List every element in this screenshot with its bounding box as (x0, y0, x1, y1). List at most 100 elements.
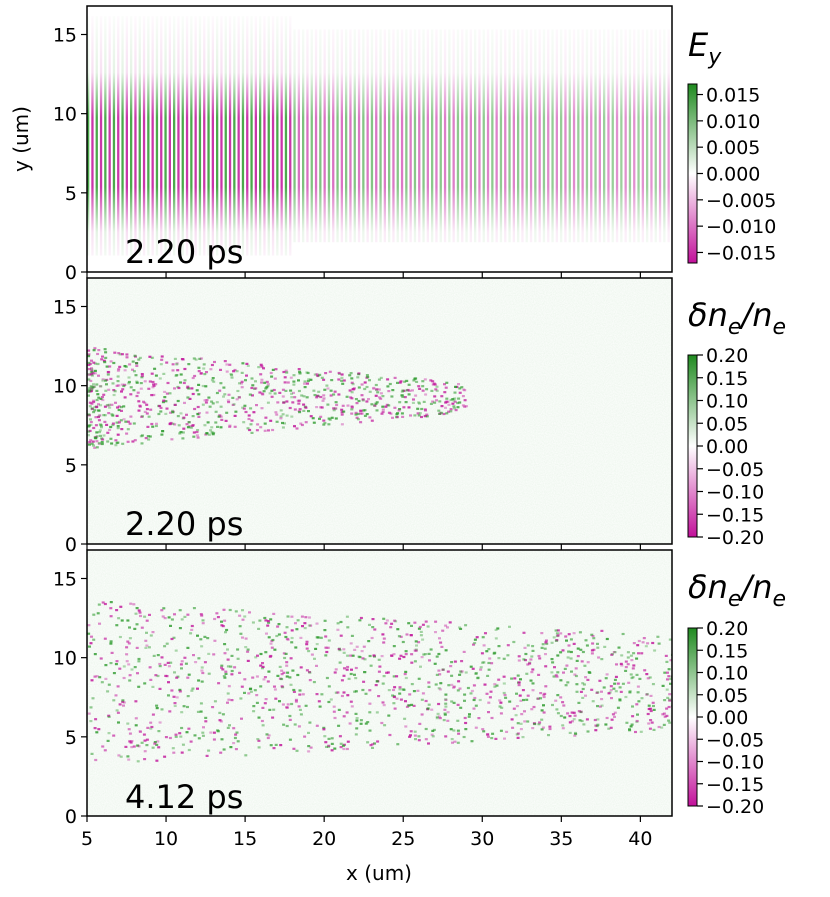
density-speck (407, 622, 411, 625)
density-speck (385, 671, 389, 674)
density-speck (265, 632, 268, 635)
density-speck (157, 730, 161, 733)
density-speck (125, 653, 129, 656)
density-speck (404, 676, 408, 680)
density-speck (609, 689, 613, 692)
density-speck (269, 371, 273, 375)
density-speck (234, 733, 238, 736)
density-speck (226, 701, 229, 704)
density-speck (280, 685, 284, 688)
density-speck (115, 624, 119, 627)
density-speck (439, 411, 443, 414)
density-speck (171, 363, 175, 366)
density-speck (665, 688, 669, 691)
density-speck (163, 617, 167, 620)
density-speck (283, 381, 287, 384)
density-speck (156, 654, 160, 657)
density-speck (491, 732, 495, 735)
density-speck (413, 414, 417, 417)
density-speck (422, 400, 426, 403)
density-speck (340, 376, 344, 379)
density-speck (320, 376, 324, 379)
density-speck (398, 688, 402, 691)
density-speck (109, 662, 113, 665)
density-speck (153, 742, 157, 745)
density-speck (285, 371, 289, 374)
density-speck (614, 690, 618, 693)
density-speck (355, 717, 359, 720)
density-speck (97, 374, 100, 377)
density-speck (166, 661, 170, 664)
density-speck (266, 401, 270, 404)
x-tick-label: 10 (154, 828, 178, 850)
density-speck (323, 422, 327, 425)
density-speck (106, 690, 110, 693)
density-speck (570, 711, 574, 714)
density-speck (181, 437, 185, 440)
density-speck (404, 700, 407, 703)
density-speck (98, 676, 102, 679)
density-speck (548, 727, 552, 731)
density-speck (176, 369, 180, 372)
density-speck (652, 708, 656, 711)
density-speck (392, 645, 396, 648)
density-speck (289, 389, 293, 392)
density-speck (511, 726, 515, 729)
density-speck (449, 408, 453, 411)
density-speck (337, 378, 341, 381)
density-speck (346, 654, 350, 657)
density-speck (350, 705, 354, 708)
density-speck (217, 682, 221, 685)
density-speck (526, 644, 530, 647)
density-speck (112, 361, 116, 365)
density-speck (288, 714, 292, 718)
density-speck (403, 717, 407, 720)
dn-early-heatmap (87, 278, 672, 544)
density-speck (596, 646, 600, 649)
density-speck (101, 378, 105, 381)
density-speck (610, 718, 614, 721)
density-speck (89, 439, 93, 442)
density-speck (177, 386, 181, 390)
density-speck (645, 693, 649, 696)
density-speck (231, 403, 235, 406)
density-speck (155, 704, 159, 707)
density-speck (112, 734, 116, 737)
density-speck (376, 391, 380, 394)
density-speck (137, 358, 141, 361)
density-speck (96, 393, 100, 396)
density-speck (502, 682, 506, 685)
density-speck (529, 679, 533, 682)
density-speck (409, 730, 413, 733)
density-speck (469, 665, 473, 668)
density-speck (356, 418, 360, 421)
density-speck (573, 734, 577, 737)
density-speck (322, 726, 326, 729)
density-speck (450, 738, 454, 741)
colorbar-tick-label: −0.20 (706, 527, 764, 549)
density-speck (270, 395, 274, 398)
density-speck (105, 365, 109, 368)
density-speck (590, 652, 594, 655)
density-speck (348, 722, 352, 725)
density-speck (117, 617, 121, 620)
density-speck (340, 694, 344, 698)
density-speck (160, 358, 164, 361)
density-speck (167, 616, 171, 619)
density-speck (248, 611, 251, 614)
density-speck (582, 723, 586, 726)
density-speck (365, 413, 369, 416)
density-speck (168, 392, 172, 395)
density-speck (203, 661, 207, 664)
density-speck (128, 732, 132, 735)
density-speck (487, 661, 491, 665)
density-speck (556, 654, 560, 657)
density-speck (594, 729, 598, 732)
density-speck (210, 363, 214, 367)
density-speck (330, 742, 334, 745)
density-speck (417, 641, 421, 644)
density-speck (140, 373, 144, 376)
density-speck (357, 386, 361, 389)
density-speck (263, 381, 267, 384)
density-speck (289, 683, 293, 686)
